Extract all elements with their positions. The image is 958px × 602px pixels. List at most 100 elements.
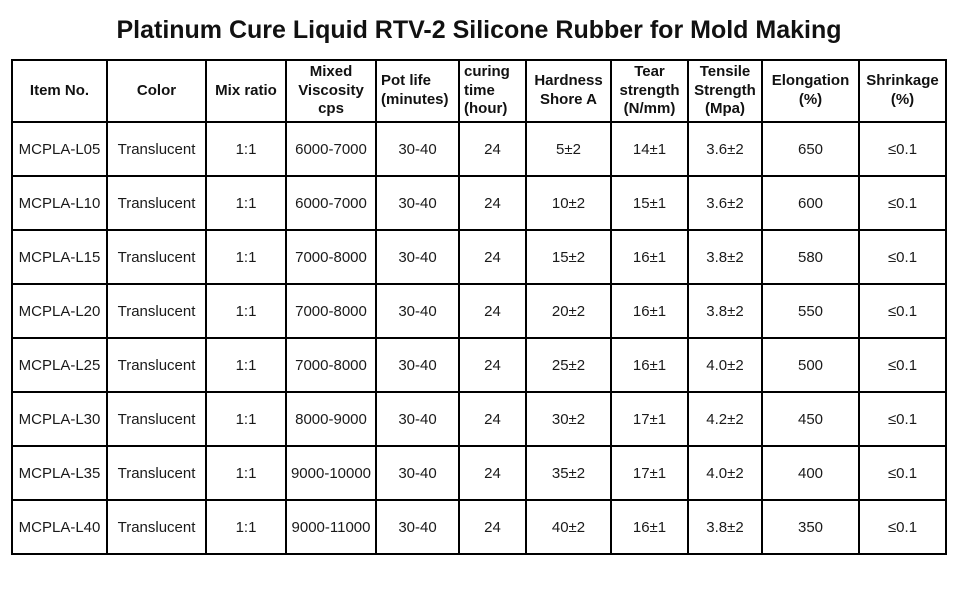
cell-tear-strength: 16±1: [610, 499, 689, 555]
cell-shrinkage: ≤0.1: [858, 499, 947, 555]
cell-color: Translucent: [106, 283, 207, 339]
silicone-spec-table: Item No. Color Mix ratio Mixed Viscosity…: [11, 59, 947, 555]
table-row: MCPLA-L15 Translucent 1:1 7000-8000 30-4…: [11, 229, 947, 285]
cell-tensile-strength: 3.6±2: [687, 175, 763, 231]
cell-shrinkage: ≤0.1: [858, 229, 947, 285]
cell-mix-ratio: 1:1: [205, 499, 287, 555]
cell-mix-ratio: 1:1: [205, 445, 287, 501]
table-header: Item No. Color Mix ratio Mixed Viscosity…: [11, 59, 947, 123]
cell-color: Translucent: [106, 499, 207, 555]
cell-item-no: MCPLA-L30: [11, 391, 108, 447]
cell-mix-ratio: 1:1: [205, 229, 287, 285]
cell-tear-strength: 14±1: [610, 121, 689, 177]
cell-curing-time: 24: [458, 283, 527, 339]
cell-shrinkage: ≤0.1: [858, 175, 947, 231]
cell-elongation: 600: [761, 175, 860, 231]
cell-tear-strength: 16±1: [610, 337, 689, 393]
table-row: MCPLA-L30 Translucent 1:1 8000-9000 30-4…: [11, 391, 947, 447]
cell-mix-ratio: 1:1: [205, 121, 287, 177]
cell-shrinkage: ≤0.1: [858, 391, 947, 447]
col-header-tensile-strength: Tensile Strength (Mpa): [687, 59, 763, 123]
cell-pot-life: 30-40: [375, 121, 460, 177]
cell-curing-time: 24: [458, 445, 527, 501]
col-header-tear-strength: Tear strength (N/mm): [610, 59, 689, 123]
cell-color: Translucent: [106, 391, 207, 447]
cell-mix-ratio: 1:1: [205, 283, 287, 339]
cell-tensile-strength: 3.8±2: [687, 499, 763, 555]
cell-hardness: 35±2: [525, 445, 612, 501]
cell-elongation: 650: [761, 121, 860, 177]
cell-tear-strength: 16±1: [610, 229, 689, 285]
cell-curing-time: 24: [458, 391, 527, 447]
cell-curing-time: 24: [458, 229, 527, 285]
cell-curing-time: 24: [458, 499, 527, 555]
cell-mix-ratio: 1:1: [205, 175, 287, 231]
cell-color: Translucent: [106, 121, 207, 177]
cell-curing-time: 24: [458, 175, 527, 231]
header-row: Item No. Color Mix ratio Mixed Viscosity…: [11, 59, 947, 123]
cell-mix-ratio: 1:1: [205, 391, 287, 447]
cell-elongation: 450: [761, 391, 860, 447]
cell-tensile-strength: 3.6±2: [687, 121, 763, 177]
page-title: Platinum Cure Liquid RTV-2 Silicone Rubb…: [116, 16, 842, 44]
col-header-item-no: Item No.: [11, 59, 108, 123]
cell-elongation: 550: [761, 283, 860, 339]
cell-shrinkage: ≤0.1: [858, 445, 947, 501]
col-header-pot-life: Pot life (minutes): [375, 59, 460, 123]
cell-pot-life: 30-40: [375, 445, 460, 501]
cell-tear-strength: 17±1: [610, 391, 689, 447]
table-row: MCPLA-L25 Translucent 1:1 7000-8000 30-4…: [11, 337, 947, 393]
cell-item-no: MCPLA-L15: [11, 229, 108, 285]
cell-hardness: 5±2: [525, 121, 612, 177]
cell-hardness: 15±2: [525, 229, 612, 285]
cell-item-no: MCPLA-L20: [11, 283, 108, 339]
cell-item-no: MCPLA-L25: [11, 337, 108, 393]
cell-curing-time: 24: [458, 337, 527, 393]
cell-color: Translucent: [106, 229, 207, 285]
table-row: MCPLA-L20 Translucent 1:1 7000-8000 30-4…: [11, 283, 947, 339]
cell-elongation: 400: [761, 445, 860, 501]
cell-item-no: MCPLA-L05: [11, 121, 108, 177]
col-header-mixed-viscosity: Mixed Viscosity cps: [285, 59, 377, 123]
cell-color: Translucent: [106, 445, 207, 501]
cell-item-no: MCPLA-L40: [11, 499, 108, 555]
cell-mixed-viscosity: 6000-7000: [285, 121, 377, 177]
cell-item-no: MCPLA-L10: [11, 175, 108, 231]
cell-mix-ratio: 1:1: [205, 337, 287, 393]
cell-mixed-viscosity: 9000-11000: [285, 499, 377, 555]
table-row: MCPLA-L05 Translucent 1:1 6000-7000 30-4…: [11, 121, 947, 177]
cell-tensile-strength: 4.0±2: [687, 445, 763, 501]
cell-item-no: MCPLA-L35: [11, 445, 108, 501]
col-header-hardness: Hardness Shore A: [525, 59, 612, 123]
cell-shrinkage: ≤0.1: [858, 337, 947, 393]
col-header-color: Color: [106, 59, 207, 123]
col-header-mix-ratio: Mix ratio: [205, 59, 287, 123]
cell-elongation: 500: [761, 337, 860, 393]
cell-tensile-strength: 3.8±2: [687, 283, 763, 339]
cell-mixed-viscosity: 7000-8000: [285, 283, 377, 339]
cell-color: Translucent: [106, 175, 207, 231]
cell-mixed-viscosity: 8000-9000: [285, 391, 377, 447]
cell-mixed-viscosity: 7000-8000: [285, 337, 377, 393]
cell-tensile-strength: 4.2±2: [687, 391, 763, 447]
cell-hardness: 10±2: [525, 175, 612, 231]
cell-pot-life: 30-40: [375, 337, 460, 393]
cell-pot-life: 30-40: [375, 499, 460, 555]
cell-shrinkage: ≤0.1: [858, 283, 947, 339]
cell-hardness: 20±2: [525, 283, 612, 339]
cell-tensile-strength: 4.0±2: [687, 337, 763, 393]
cell-pot-life: 30-40: [375, 283, 460, 339]
col-header-curing-time: curing time (hour): [458, 59, 527, 123]
cell-tear-strength: 16±1: [610, 283, 689, 339]
cell-pot-life: 30-40: [375, 391, 460, 447]
col-header-elongation: Elongation (%): [761, 59, 860, 123]
cell-elongation: 580: [761, 229, 860, 285]
cell-shrinkage: ≤0.1: [858, 121, 947, 177]
cell-pot-life: 30-40: [375, 175, 460, 231]
cell-curing-time: 24: [458, 121, 527, 177]
col-header-shrinkage: Shrinkage (%): [858, 59, 947, 123]
table-row: MCPLA-L10 Translucent 1:1 6000-7000 30-4…: [11, 175, 947, 231]
cell-elongation: 350: [761, 499, 860, 555]
cell-mixed-viscosity: 7000-8000: [285, 229, 377, 285]
